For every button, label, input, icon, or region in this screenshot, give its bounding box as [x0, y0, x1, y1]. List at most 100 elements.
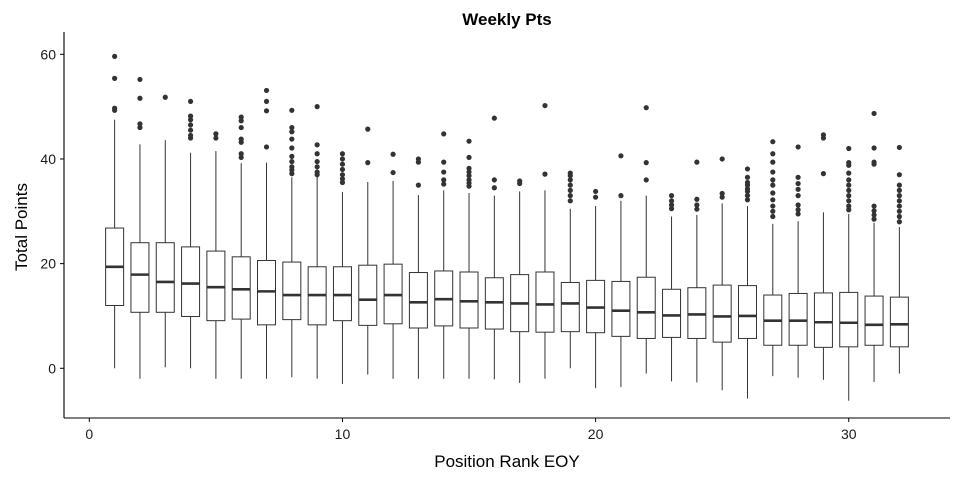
outlier-point [744, 186, 751, 192]
outlier-point [694, 202, 700, 208]
outlier-point [643, 105, 649, 111]
outlier-point [795, 144, 801, 150]
box-27 [763, 139, 783, 377]
box-iqr [282, 261, 302, 321]
box-15 [459, 138, 479, 379]
box-iqr [788, 292, 808, 346]
outlier-point [668, 193, 675, 199]
outlier-point [542, 171, 548, 177]
box-iqr [662, 288, 682, 338]
outlier-point [846, 198, 852, 204]
box-iqr [535, 271, 555, 333]
outlier-point [263, 87, 270, 94]
box-8 [282, 107, 302, 378]
box-12 [383, 151, 403, 379]
outlier-point [289, 124, 295, 131]
box-iqr [889, 296, 909, 348]
box-25 [712, 156, 732, 391]
outlier-point [238, 124, 244, 131]
box-iqr [813, 292, 833, 348]
outlier-point [339, 172, 346, 178]
outlier-point [137, 121, 143, 127]
box-iqr [181, 246, 201, 317]
outlier-point [719, 190, 725, 197]
box-21 [611, 153, 631, 388]
outlier-point [795, 180, 801, 187]
outlier-point [567, 182, 573, 188]
outlier-point [339, 179, 346, 186]
outlier-point [846, 160, 852, 166]
outlier-point [896, 187, 902, 193]
outlier-point [491, 115, 497, 121]
outlier-point [567, 187, 573, 193]
box-iqr [611, 280, 631, 337]
outlier-point [238, 154, 244, 161]
box-iqr [737, 285, 757, 339]
outlier-point [871, 145, 877, 151]
outlier-point [567, 170, 573, 176]
outlier-point [896, 144, 902, 151]
y-tick-label: 60 [40, 46, 56, 62]
outlier-point [744, 179, 751, 186]
box-9 [307, 104, 327, 379]
outlier-point [213, 131, 219, 137]
outlier-point [289, 107, 295, 113]
box-3 [155, 94, 175, 368]
x-tick-label: 30 [841, 426, 857, 442]
box-iqr [155, 242, 175, 313]
plot-area [105, 53, 909, 401]
box-iqr [636, 276, 656, 339]
outlier-point [390, 169, 396, 176]
outlier-point [694, 196, 700, 202]
outlier-point [213, 135, 219, 141]
outlier-point [466, 154, 472, 161]
outlier-point [896, 198, 902, 204]
box-iqr [130, 242, 150, 313]
y-tick-label: 0 [48, 360, 56, 376]
box-31 [864, 110, 884, 382]
outlier-point [314, 164, 320, 170]
outlier-point [187, 98, 194, 105]
outlier-point [770, 159, 776, 165]
outlier-point [137, 76, 143, 83]
outlier-point [390, 151, 396, 157]
outlier-point [567, 198, 573, 204]
outlier-point [289, 153, 295, 159]
outlier-point [668, 198, 675, 204]
outlier-point [896, 182, 902, 188]
outlier-point [339, 156, 346, 162]
outlier-point [694, 159, 700, 165]
outlier-point [289, 171, 295, 177]
outlier-point [770, 203, 776, 209]
outlier-point [846, 207, 852, 213]
outlier-point [314, 169, 320, 175]
outlier-point [846, 187, 852, 193]
outlier-point [896, 208, 902, 214]
outlier-point [770, 177, 776, 183]
outlier-point [112, 105, 118, 111]
box-iqr [231, 256, 251, 320]
outlier-point [871, 208, 877, 214]
outlier-point [871, 212, 877, 218]
box-23 [662, 193, 682, 382]
outlier-point [795, 193, 801, 199]
y-tick-label: 20 [40, 256, 56, 272]
outlier-point [415, 156, 421, 162]
box-13 [408, 156, 428, 379]
outlier-point [289, 129, 295, 135]
y-axis-label: Total Points [12, 183, 31, 271]
box-10 [332, 151, 352, 384]
box-iqr [864, 295, 884, 346]
outlier-point [441, 131, 447, 137]
outlier-point [187, 122, 194, 128]
box-14 [434, 131, 454, 379]
outlier-point [744, 197, 751, 203]
outlier-point [112, 75, 118, 81]
outlier-point [289, 164, 295, 170]
outlier-point [846, 193, 852, 199]
outlier-point [365, 160, 371, 166]
outlier-point [339, 161, 346, 167]
outlier-point [719, 194, 725, 200]
outlier-point [795, 186, 801, 192]
